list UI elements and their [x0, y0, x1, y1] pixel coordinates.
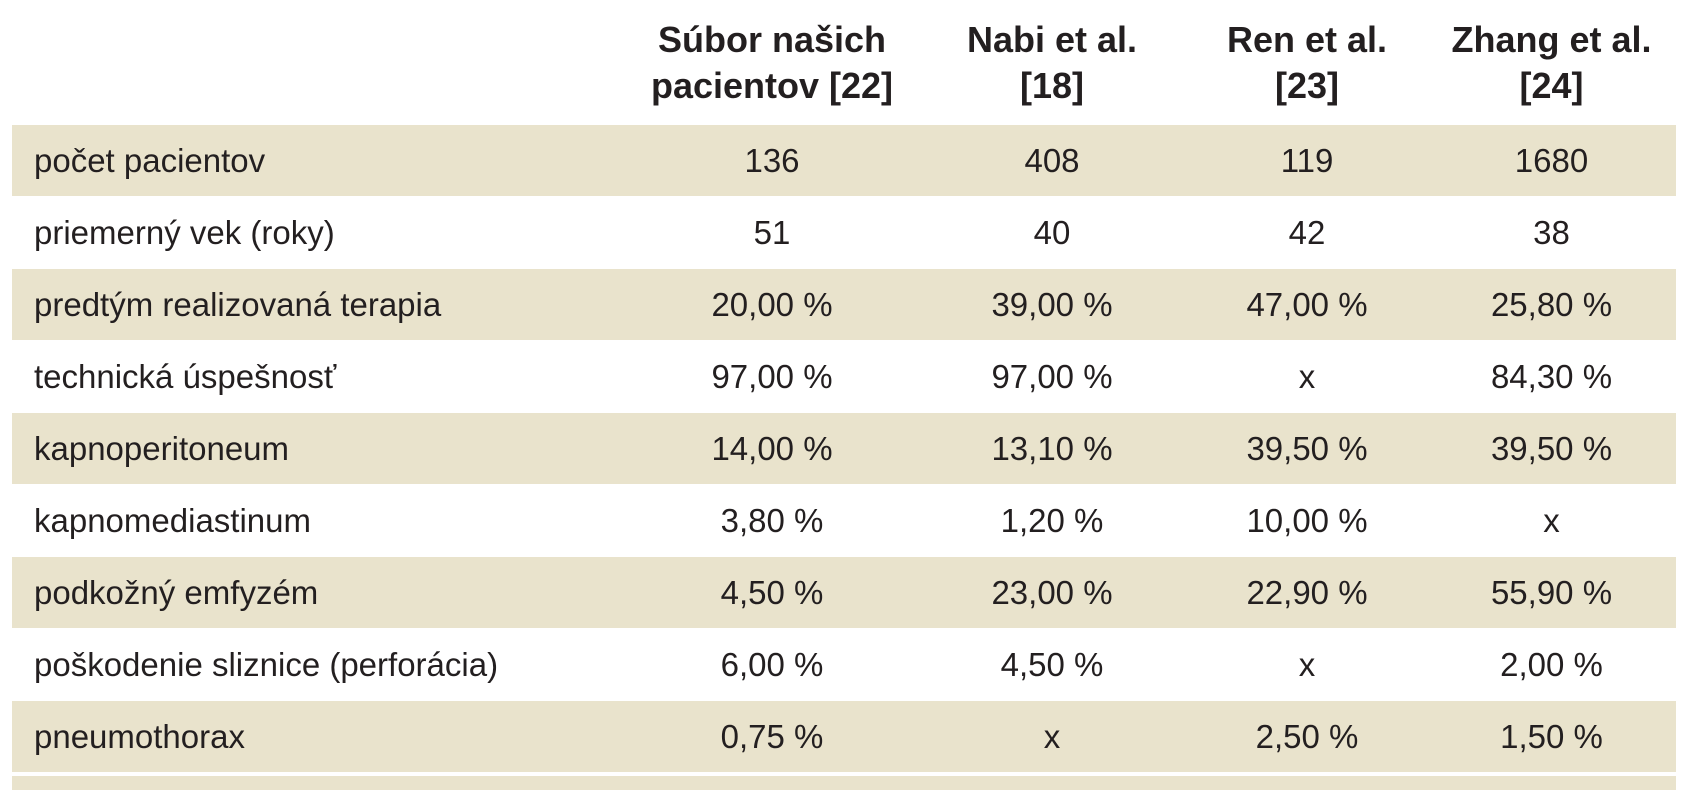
- row-label: poškodenie sliznice (perforácia): [12, 628, 627, 701]
- header-line: Súbor našich: [657, 18, 887, 60]
- table-cell: 97,00 %: [917, 340, 1187, 413]
- table-row: technická úspešnosť 97,00 % 97,00 % x 84,30 …: [12, 340, 1676, 413]
- table-row: podkožný emfyzém 4,50 % 23,00 % 22,90 % 55,9…: [12, 556, 1676, 629]
- header-row: Súbor našich pacientov [22] Nabi et al. …: [12, 0, 1676, 125]
- header-cell-empty: [12, 0, 627, 125]
- table-cell: 51: [627, 196, 917, 269]
- table-row: počet pacientov 136 408 119 1680: [12, 125, 1676, 197]
- row-label: pneumothorax: [12, 700, 627, 773]
- header-cell-nabi: Nabi et al. [18]: [917, 0, 1187, 125]
- table-cell: 20,00 %: [627, 268, 917, 341]
- header-line: Zhang et al.: [1451, 18, 1652, 60]
- table-cell: 136: [627, 125, 917, 197]
- table-cell: 1,20 %: [917, 484, 1187, 557]
- comparison-table-container: Súbor našich pacientov [22] Nabi et al. …: [12, 0, 1676, 790]
- header-line: [24]: [1519, 64, 1584, 106]
- header-line: Ren et al.: [1226, 18, 1388, 60]
- header-line: pacientov [22]: [650, 64, 894, 106]
- table-row: predtým realizovaná terapia 20,00 % 39,00 …: [12, 268, 1676, 341]
- table-cell: 4,50 %: [627, 556, 917, 629]
- header-line: Nabi et al.: [966, 18, 1138, 60]
- table-cell: 14,00 %: [627, 412, 917, 485]
- table-row: poškodenie sliznice (perforácia) 6,00 % 4,…: [12, 628, 1676, 701]
- table-cell: 40: [917, 196, 1187, 269]
- table-row: pneumothorax 0,75 % x 2,50 % 1,50 %: [12, 700, 1676, 773]
- header-line: [23]: [1274, 64, 1340, 106]
- row-label: počet pacientov: [12, 125, 627, 197]
- row-label: podkožný emfyzém: [12, 556, 627, 629]
- table-cell: 39,50 %: [1427, 412, 1676, 485]
- comparison-table: Súbor našich pacientov [22] Nabi et al. …: [12, 0, 1676, 773]
- table-cell: 0,75 %: [627, 700, 917, 773]
- row-label: priemerný vek (roky): [12, 196, 627, 269]
- table-cell: 97,00 %: [627, 340, 917, 413]
- header-cell-our-patients: Súbor našich pacientov [22]: [627, 0, 917, 125]
- table-cell: 119: [1187, 125, 1427, 197]
- table-cell: 55,90 %: [1427, 556, 1676, 629]
- table-cell: 2,50 %: [1187, 700, 1427, 773]
- table-body: počet pacientov 136 408 119 1680 priemerný ve…: [12, 125, 1676, 773]
- table-row: kapnoperitoneum 14,00 % 13,10 % 39,50 % 39,5…: [12, 412, 1676, 485]
- table-cell: 3,80 %: [627, 484, 917, 557]
- table-cell: x: [1187, 628, 1427, 701]
- table-cell: 1680: [1427, 125, 1676, 197]
- table-cell: 13,10 %: [917, 412, 1187, 485]
- header-cell-ren: Ren et al. [23]: [1187, 0, 1427, 125]
- row-label: kapnomediastinum: [12, 484, 627, 557]
- table-cell: 25,80 %: [1427, 268, 1676, 341]
- table-cell: 23,00 %: [917, 556, 1187, 629]
- table-cell: x: [1187, 340, 1427, 413]
- table-cell: x: [917, 700, 1187, 773]
- table-cell: 4,50 %: [917, 628, 1187, 701]
- table-cell: 42: [1187, 196, 1427, 269]
- table-cell: x: [1427, 484, 1676, 557]
- header-line: [18]: [1019, 64, 1085, 106]
- table-cell: 10,00 %: [1187, 484, 1427, 557]
- table-header: Súbor našich pacientov [22] Nabi et al. …: [12, 0, 1676, 125]
- table-cell: 39,00 %: [917, 268, 1187, 341]
- header-cell-zhang: Zhang et al. [24]: [1427, 0, 1676, 125]
- table-cell: 38: [1427, 196, 1676, 269]
- table-row: priemerný vek (roky) 51 40 42 38: [12, 196, 1676, 269]
- table-cell: 408: [917, 125, 1187, 197]
- table-cell: 6,00 %: [627, 628, 917, 701]
- row-label: technická úspešnosť: [12, 340, 627, 413]
- table-row: kapnomediastinum 3,80 % 1,20 % 10,00 % x: [12, 484, 1676, 557]
- table-cell: 84,30 %: [1427, 340, 1676, 413]
- table-cell: 1,50 %: [1427, 700, 1676, 773]
- table-cell: 47,00 %: [1187, 268, 1427, 341]
- table-cell: 39,50 %: [1187, 412, 1427, 485]
- table-cell: 2,00 %: [1427, 628, 1676, 701]
- row-label: kapnoperitoneum: [12, 412, 627, 485]
- row-label: predtým realizovaná terapia: [12, 268, 627, 341]
- table-cell: 22,90 %: [1187, 556, 1427, 629]
- table-bottom-band: [12, 776, 1676, 790]
